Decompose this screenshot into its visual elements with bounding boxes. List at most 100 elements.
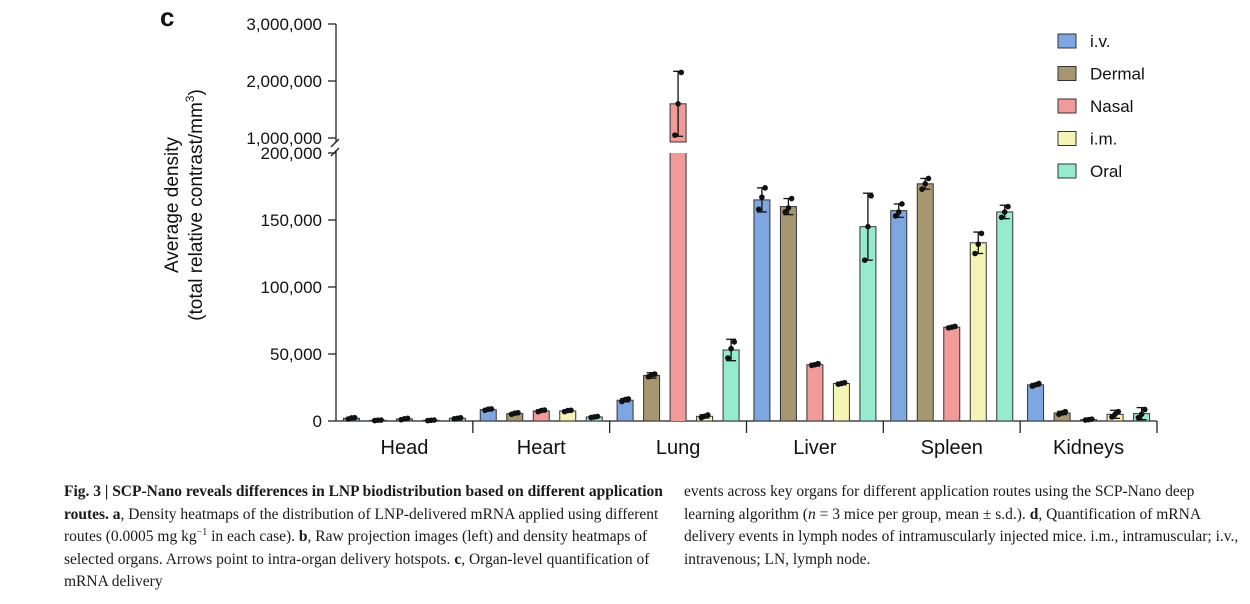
data-point	[1088, 416, 1095, 422]
x-tick-label: Head	[381, 437, 429, 459]
legend-label: i.v.	[1090, 32, 1110, 51]
data-point	[841, 379, 848, 386]
legend-swatch	[1057, 131, 1077, 146]
data-point	[975, 241, 982, 247]
caption-d-label: d	[1029, 505, 1039, 523]
panel-label: c	[160, 2, 175, 32]
bar	[779, 206, 797, 422]
data-point	[1062, 408, 1069, 415]
caption-abbreviations: i.m., intramuscular; i.v., intravenous; …	[684, 528, 1239, 568]
y-tick-label: 2,000,000	[246, 72, 322, 91]
bar	[943, 326, 961, 422]
caption-a-text-end: in each case).	[207, 528, 296, 545]
bar	[670, 153, 687, 421]
data-point	[1001, 209, 1008, 215]
data-point	[785, 205, 792, 211]
data-point	[675, 101, 681, 107]
caption-a-text: , Density heatmaps of the distribution o…	[64, 505, 659, 546]
data-point	[488, 406, 495, 412]
data-point	[865, 223, 871, 230]
axis-break-mark	[330, 138, 340, 148]
caption-right-text: events across key organs for different a…	[684, 483, 1195, 523]
data-point	[1035, 380, 1042, 387]
x-tick-label: Kidneys	[1053, 437, 1124, 459]
legend-label: Nasal	[1090, 97, 1133, 116]
y-axis-label: Average density (total relative contrast…	[162, 89, 207, 321]
data-point	[1005, 203, 1011, 210]
caption-a-label: a	[112, 505, 121, 523]
y-tick-label: 100,000	[261, 278, 322, 297]
legend-label: Dermal	[1090, 65, 1145, 84]
bars	[342, 69, 1151, 424]
data-point	[895, 209, 902, 215]
data-point	[1115, 408, 1122, 415]
data-point	[568, 407, 574, 414]
caption-a-sup: −1	[196, 526, 208, 538]
y-tick-label: 1,000,000	[246, 129, 322, 148]
data-point	[404, 415, 411, 422]
bar	[643, 374, 661, 422]
caption-d-text: , Quantification of mRNA delivery events…	[684, 505, 1201, 546]
bar	[969, 242, 987, 422]
x-tick-label: Spleen	[921, 437, 983, 459]
x-tick-label: Liver	[793, 437, 837, 459]
bar	[832, 382, 850, 422]
data-point	[728, 345, 734, 352]
x-tick-label: Heart	[517, 437, 566, 459]
data-point	[704, 412, 711, 418]
data-point	[651, 371, 658, 377]
y-axis-label-superscript: 3	[183, 95, 197, 102]
data-point	[861, 257, 868, 264]
caption-b-label: b	[298, 528, 308, 545]
bar	[916, 183, 934, 422]
data-point	[892, 213, 899, 219]
data-point	[755, 206, 762, 213]
bar	[996, 211, 1014, 422]
data-point	[922, 181, 929, 187]
data-point	[541, 407, 548, 413]
data-point	[925, 175, 932, 182]
legend-swatch	[1057, 66, 1077, 81]
legend: i.v. Dermal Nasal i.m. Oral	[1057, 32, 1145, 181]
bar	[806, 364, 824, 422]
data-point	[998, 214, 1005, 221]
data-point	[788, 195, 795, 202]
bar	[753, 199, 771, 422]
data-point	[815, 360, 821, 367]
bar	[1027, 384, 1045, 422]
data-point	[919, 186, 925, 192]
y-axis-label-unit: (total relative contrast/mm	[186, 102, 207, 321]
legend-swatch	[1057, 33, 1077, 49]
data-point	[978, 230, 985, 237]
bar	[616, 399, 634, 422]
caption-figure-heading: Fig. 3 | SCP-Nano reveals differences in…	[64, 483, 663, 523]
data-point	[594, 413, 601, 420]
data-point	[378, 417, 384, 423]
y-axis-label-close: )	[186, 89, 207, 95]
data-point	[762, 185, 768, 191]
data-point	[731, 339, 738, 345]
y-tick-label: 50,000	[270, 345, 322, 364]
caption-c-text: , Organ-level quantification of mRNA del…	[64, 550, 650, 591]
y-tick-label: 150,000	[261, 211, 322, 230]
data-point	[952, 323, 958, 330]
caption-n-variable: n	[807, 505, 816, 523]
data-point	[759, 194, 765, 201]
data-point	[725, 355, 731, 361]
bar	[890, 210, 908, 422]
data-point	[868, 193, 874, 199]
legend-swatch	[1057, 98, 1077, 114]
data-point	[1141, 406, 1148, 413]
figure-caption-left: Fig. 3 | SCP-Nano reveals differences in…	[64, 481, 664, 594]
data-point	[351, 414, 358, 421]
data-point	[431, 417, 437, 423]
caption-right-text-2: = 3 mice per group, mean ± s.d.).	[815, 505, 1026, 523]
data-point	[972, 250, 978, 257]
data-point	[457, 414, 464, 421]
legend-label: Oral	[1090, 162, 1122, 181]
y-tick-label: 3,000,000	[246, 15, 322, 34]
y-axis-label-line2: (total relative contrast/mm3)	[183, 89, 207, 321]
bar-chart: Average density (total relative contrast…	[162, 15, 1158, 459]
data-point	[899, 201, 905, 207]
